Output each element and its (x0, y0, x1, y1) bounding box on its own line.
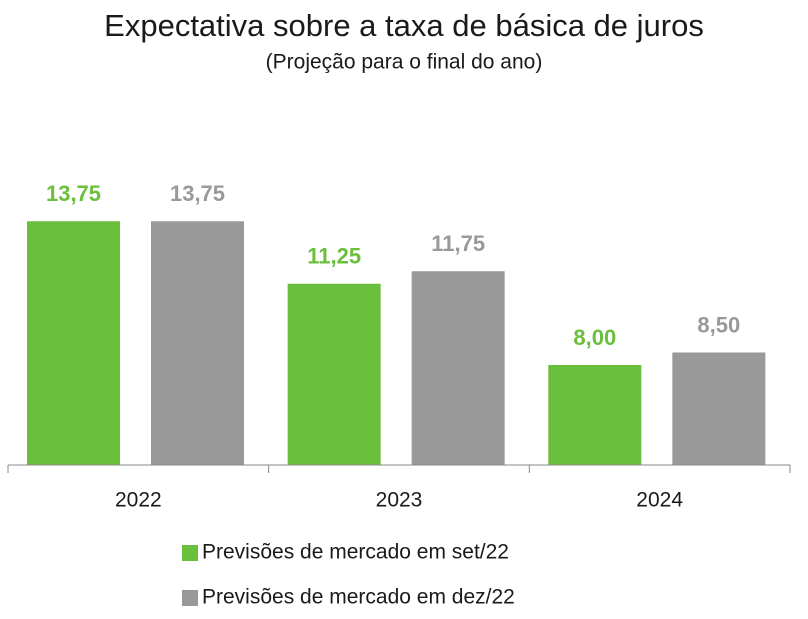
value-label: 13,75 (46, 181, 101, 206)
bar (287, 283, 381, 465)
value-label: 11,25 (307, 244, 361, 269)
bar (27, 221, 120, 465)
x-tick-label: 2023 (376, 489, 423, 512)
legend-swatch (182, 590, 198, 606)
chart-subtitle: (Projeção para o final do ano) (266, 51, 543, 74)
value-label: 8,00 (573, 325, 616, 350)
x-tick-label: 2024 (636, 489, 683, 512)
bar (548, 365, 642, 465)
legend-swatch (182, 545, 198, 561)
value-label: 8,50 (697, 312, 740, 337)
value-label: 11,75 (431, 231, 485, 256)
bar (411, 271, 505, 465)
x-tick-label: 2022 (115, 489, 162, 512)
bar (672, 352, 766, 465)
bar (151, 221, 244, 465)
legend-label: Previsões de mercado em set/22 (202, 541, 509, 564)
legend-label: Previsões de mercado em dez/22 (202, 586, 515, 609)
value-label: 13,75 (170, 181, 225, 206)
chart-title: Expectativa sobre a taxa de básica de ju… (104, 8, 704, 43)
